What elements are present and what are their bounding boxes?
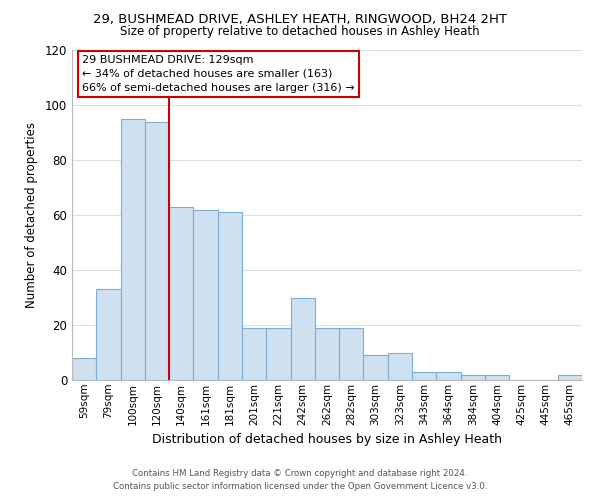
Bar (145, 122, 169, 380)
Bar (388, 352, 412, 380)
Bar (364, 355, 388, 380)
Bar (96, 289, 121, 380)
Bar (242, 328, 266, 380)
Bar (412, 372, 436, 380)
Bar (121, 118, 145, 380)
Bar (72, 358, 96, 380)
Bar (436, 372, 461, 380)
Bar (485, 374, 509, 380)
Bar (339, 328, 364, 380)
Text: Size of property relative to detached houses in Ashley Heath: Size of property relative to detached ho… (120, 25, 480, 38)
Bar (193, 210, 218, 380)
Bar (290, 298, 315, 380)
Text: 29 BUSHMEAD DRIVE: 129sqm
← 34% of detached houses are smaller (163)
66% of semi: 29 BUSHMEAD DRIVE: 129sqm ← 34% of detac… (82, 55, 355, 93)
Bar (558, 374, 582, 380)
Text: Contains HM Land Registry data © Crown copyright and database right 2024.
Contai: Contains HM Land Registry data © Crown c… (113, 470, 487, 491)
Bar (266, 328, 290, 380)
Bar (169, 207, 193, 380)
Bar (315, 328, 339, 380)
Y-axis label: Number of detached properties: Number of detached properties (25, 122, 38, 308)
X-axis label: Distribution of detached houses by size in Ashley Heath: Distribution of detached houses by size … (152, 433, 502, 446)
Bar (461, 374, 485, 380)
Bar (218, 212, 242, 380)
Text: 29, BUSHMEAD DRIVE, ASHLEY HEATH, RINGWOOD, BH24 2HT: 29, BUSHMEAD DRIVE, ASHLEY HEATH, RINGWO… (93, 12, 507, 26)
